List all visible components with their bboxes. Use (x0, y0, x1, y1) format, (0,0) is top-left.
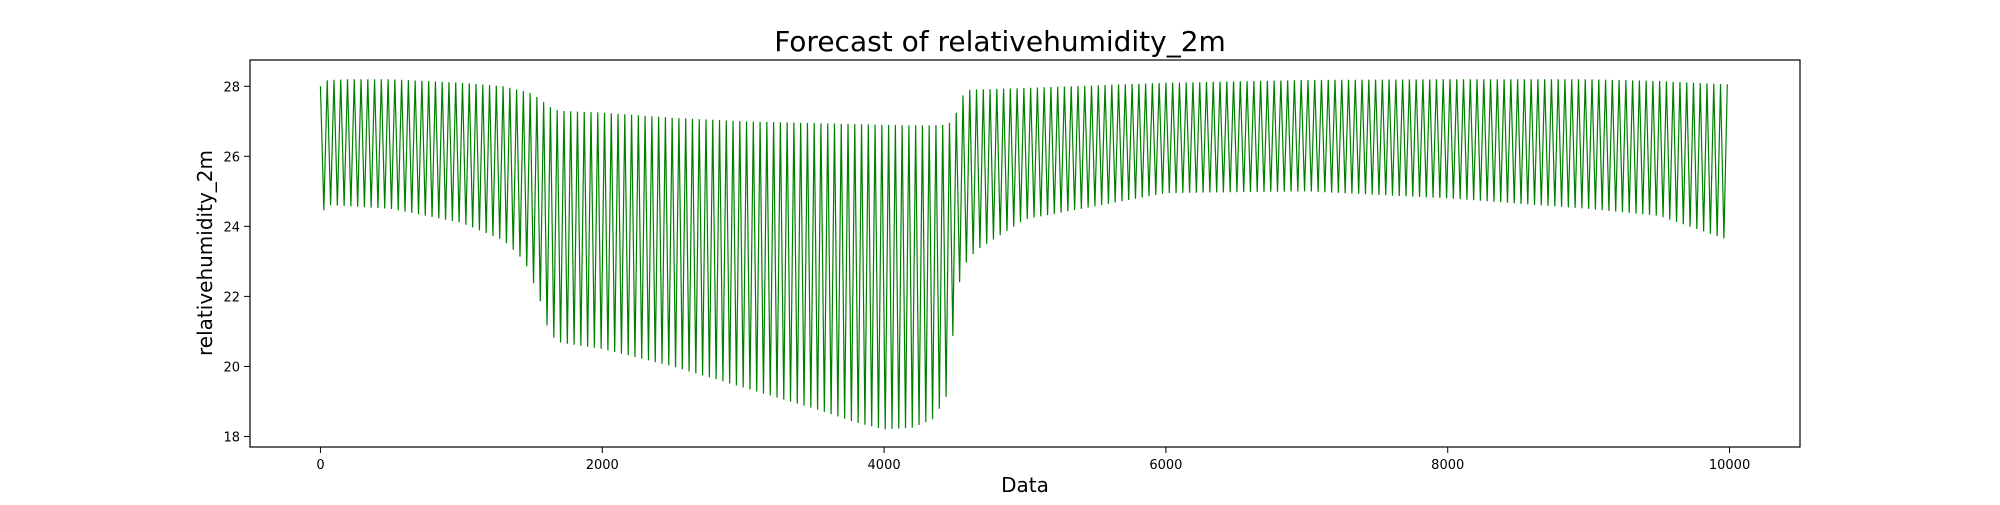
x-tick-label: 10000 (1709, 458, 1750, 473)
y-tick-label: 20 (223, 360, 240, 375)
y-axis: 18 20 22 24 26 28 (223, 80, 250, 445)
x-tick-label: 6000 (1149, 458, 1182, 473)
x-axis-label: Data (1001, 473, 1049, 497)
plot-frame (249, 59, 1801, 448)
y-tick-label: 22 (223, 290, 240, 305)
y-axis-label: relativehumidity_2m (193, 150, 217, 356)
x-tick-label: 0 (316, 458, 324, 473)
chart-title: Forecast of relativehumidity_2m (774, 25, 1226, 58)
y-tick-label: 26 (223, 150, 240, 165)
y-tick-label: 24 (223, 220, 240, 235)
plot-area (319, 79, 1728, 430)
x-tick-label: 2000 (586, 458, 619, 473)
y-tick-label: 18 (223, 430, 240, 445)
x-axis: 0 2000 4000 6000 8000 10000 (316, 447, 1750, 473)
x-tick-label: 4000 (868, 458, 901, 473)
series-line-0 (319, 79, 1728, 430)
x-tick-label: 8000 (1431, 458, 1464, 473)
y-tick-label: 28 (223, 80, 240, 95)
